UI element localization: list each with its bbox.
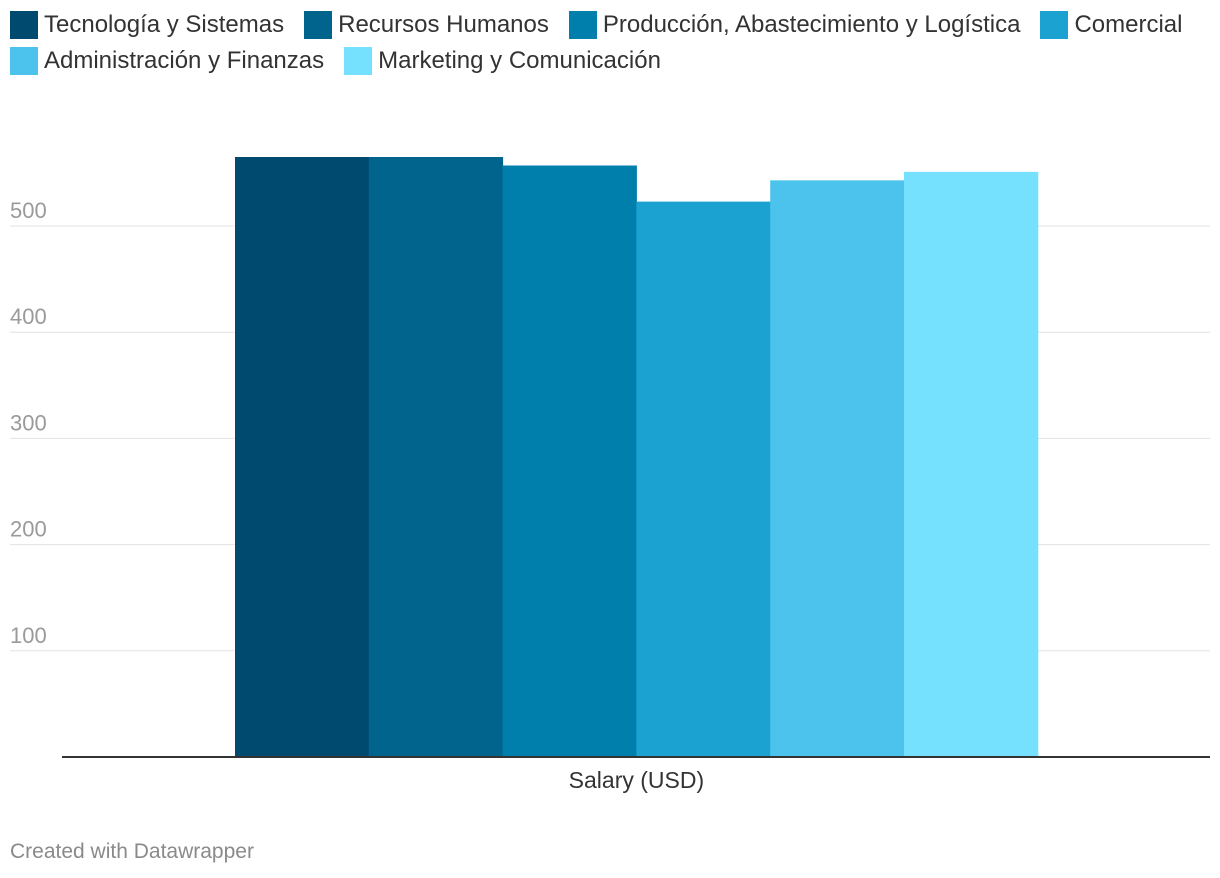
legend-item: Recursos Humanos xyxy=(304,10,549,40)
legend-label: Tecnología y Sistemas xyxy=(44,11,285,38)
x-category-label: Salary (USD) xyxy=(569,767,704,793)
bar xyxy=(636,201,771,757)
legend-swatch xyxy=(10,11,38,39)
chart-legend: Tecnología y Sistemas Recursos Humanos Pro… xyxy=(10,10,1210,76)
y-tick-label: 200 xyxy=(10,517,47,542)
legend-label: Marketing y Comunicación xyxy=(378,47,661,74)
bar xyxy=(770,180,905,757)
legend-swatch xyxy=(304,11,333,39)
legend-label: Comercial xyxy=(1074,11,1183,38)
bar xyxy=(368,157,504,757)
y-tick-label: 300 xyxy=(10,410,47,435)
y-tick-label: 100 xyxy=(10,623,47,648)
legend-item: Producción, Abastecimiento y Logística xyxy=(568,10,1021,40)
legend-label: Administración y Finanzas xyxy=(44,47,325,74)
bar xyxy=(502,165,637,757)
legend-label: Producción, Abastecimiento y Logística xyxy=(602,11,1021,38)
legend-item: Marketing y Comunicación xyxy=(344,46,661,76)
legend-swatch xyxy=(1040,11,1069,39)
legend-item: Administración y Finanzas xyxy=(10,46,324,76)
y-tick-label: 500 xyxy=(10,198,47,223)
bar xyxy=(235,157,370,757)
y-tick-label: 400 xyxy=(10,304,47,329)
footer-credit: Created with Datawrapper xyxy=(10,840,254,863)
bar xyxy=(904,171,1039,758)
legend-swatch xyxy=(568,11,597,39)
legend-label: Recursos Humanos xyxy=(338,11,549,38)
legend-item: Tecnología y Sistemas xyxy=(10,10,284,40)
legend-item: Comercial xyxy=(1040,10,1182,40)
legend-swatch xyxy=(10,47,38,75)
legend-swatch xyxy=(344,47,373,75)
